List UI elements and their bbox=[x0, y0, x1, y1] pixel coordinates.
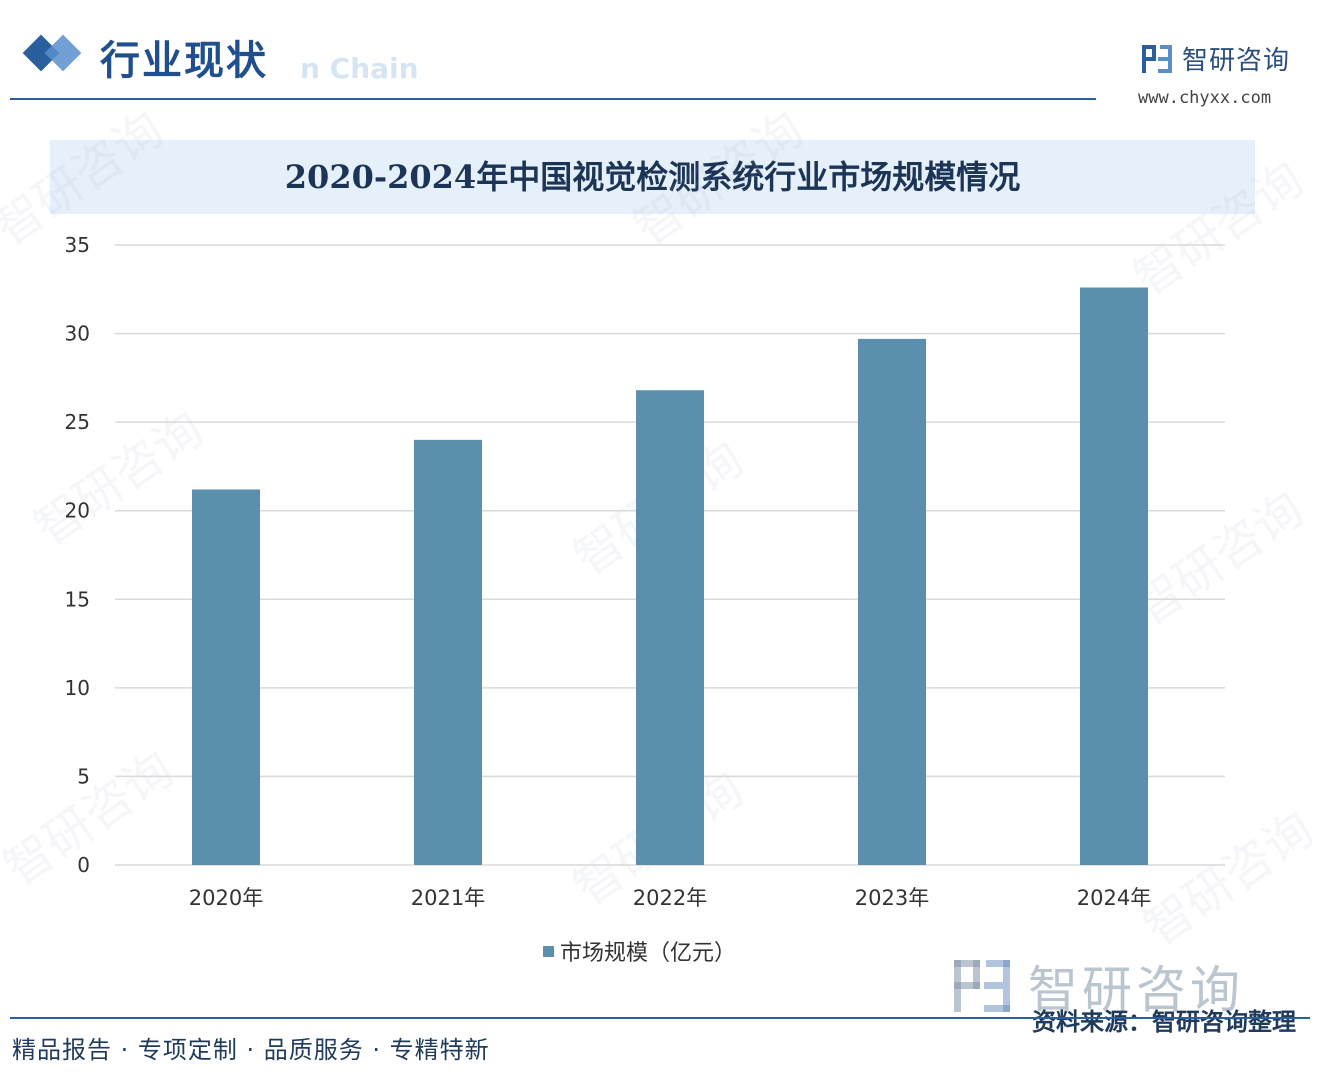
x-category-label: 2022年 bbox=[633, 886, 707, 910]
bar bbox=[192, 489, 260, 865]
legend: 市场规模（亿元） bbox=[543, 941, 736, 966]
brand-name: 智研咨询 bbox=[1182, 46, 1291, 76]
y-tick-label: 5 bbox=[77, 764, 90, 788]
y-axis-ticks: 0 5 10 15 20 25 30 35 bbox=[65, 233, 90, 877]
bars bbox=[192, 287, 1148, 865]
x-axis-categories: 2020年 2021年 2022年 2023年 2024年 bbox=[189, 886, 1151, 910]
bar bbox=[858, 338, 926, 865]
brand-logo: 智研咨询 bbox=[1140, 40, 1290, 77]
brand-logo-icon bbox=[1142, 44, 1172, 73]
data-source-note: 资料来源：智研咨询整理 bbox=[1032, 1008, 1296, 1036]
brand-url: www.chyxx.com bbox=[1138, 88, 1272, 108]
legend-label: 市场规模（亿元） bbox=[560, 941, 736, 966]
chart-title-band: 2020-2024年中国视觉检测系统行业市场规模情况 bbox=[50, 140, 1255, 214]
chart-title: 2020-2024年中国视觉检测系统行业市场规模情况 bbox=[284, 158, 1021, 196]
footer-divider bbox=[10, 1017, 1310, 1019]
header: n Chain 行业现状 智研咨询 www.chyxx.com bbox=[0, 0, 1322, 110]
bar bbox=[1080, 287, 1148, 865]
section-title: 行业现状 bbox=[100, 38, 268, 84]
ghost-watermark-text: n Chain bbox=[300, 52, 419, 85]
x-category-label: 2021年 bbox=[411, 886, 485, 910]
bar bbox=[414, 439, 482, 865]
brand-logo-large: 智研咨询 bbox=[950, 950, 1244, 1022]
bar bbox=[636, 390, 704, 865]
bar-chart: 0 5 10 15 20 25 30 35 2020年 2021年 2022年 2023年 2024年… bbox=[65, 233, 1225, 966]
y-tick-label: 0 bbox=[77, 853, 90, 877]
y-tick-label: 30 bbox=[65, 322, 90, 346]
y-tick-label: 25 bbox=[65, 410, 90, 434]
y-tick-label: 35 bbox=[65, 233, 90, 257]
legend-swatch bbox=[543, 946, 554, 957]
y-tick-label: 10 bbox=[65, 676, 90, 700]
footer-tagline: 精品报告 · 专项定制 · 品质服务 · 专精特新 bbox=[12, 1036, 490, 1064]
y-tick-label: 20 bbox=[65, 499, 90, 523]
brand-logo-large-icon bbox=[954, 960, 1010, 1012]
brand-name-large: 智研咨询 bbox=[1028, 961, 1244, 1019]
x-category-label: 2024年 bbox=[1077, 886, 1151, 910]
header-divider bbox=[10, 98, 1096, 100]
y-tick-label: 15 bbox=[65, 587, 90, 611]
x-category-label: 2023年 bbox=[855, 886, 929, 910]
x-category-label: 2020年 bbox=[189, 886, 263, 910]
